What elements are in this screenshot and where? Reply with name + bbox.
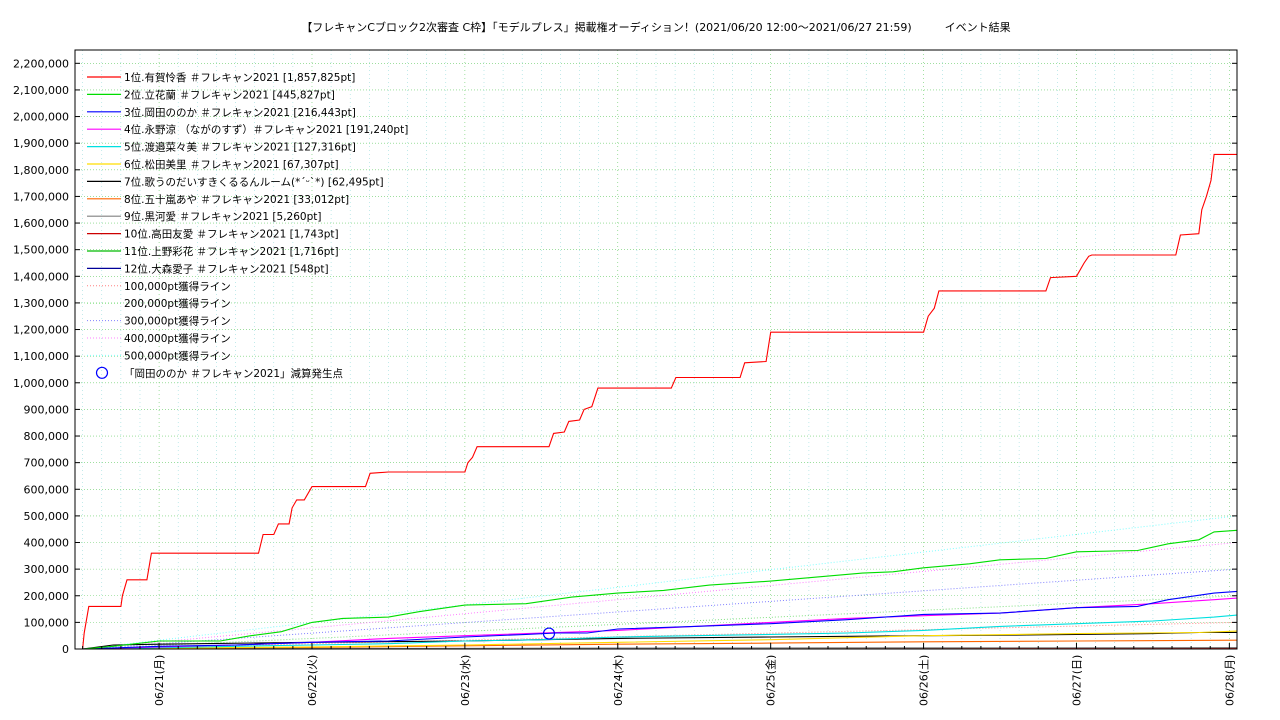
plot-frame [74, 49, 1238, 650]
x-tick-label: 06/23(水) [459, 655, 472, 706]
y-tick-label: 2,000,000 [13, 111, 69, 124]
legend-label: 2位.立花蘭 ＃フレキャン2021 [445,827pt] [124, 88, 335, 101]
y-axis: 0 100,000 200,000 300,000 400,000 500,000 600,… [13, 57, 1237, 656]
legend-label: 11位.上野彩花 ＃フレキャン2021 [1,716pt] [124, 245, 339, 258]
legend-label: 5位.渡邉菜々美 ＃フレキャン2021 [127,316pt] [124, 141, 356, 154]
x-tick-label: 06/27(日) [1070, 655, 1083, 706]
series-line [82, 153, 1237, 650]
legend-label: 1位.有賀怜香 ＃フレキャン2021 [1,857,825pt] [124, 71, 355, 84]
x-axis: 06/21(月) 06/22(火) 06/23(水) 06/24(木) 06/25(金)… [82, 643, 1236, 706]
legend-label: 500,000pt獲得ライン [124, 349, 231, 362]
x-tick-label: 06/24(木) [612, 655, 625, 706]
series-line [82, 614, 1238, 650]
x-tick-label: 06/25(金) [764, 655, 778, 706]
y-tick-label: 1,900,000 [13, 137, 69, 150]
legend-label: 「岡田ののか ＃フレキャン2021」減算発生点 [124, 367, 343, 380]
series-line [82, 529, 1238, 650]
chart-title: 【フレキャンCブロック2次審査 C枠】「モデルプレス」掲載権オーディション！(2… [301, 20, 1010, 34]
legend-label: 6位.松田美里 ＃フレキャン2021 [67,307pt] [124, 158, 339, 171]
legend-label: 9位.黒河愛 ＃フレキャン2021 [5,260pt] [124, 210, 321, 223]
x-tick-label: 06/22(火) [306, 655, 319, 706]
series-line [82, 595, 1238, 650]
y-tick-label: 200,000 [24, 590, 70, 603]
legend-label: 100,000pt獲得ライン [124, 280, 231, 293]
y-tick-label: 700,000 [24, 457, 70, 470]
y-tick-label: 900,000 [24, 403, 70, 416]
y-tick-label: 1,600,000 [13, 217, 69, 230]
series-line [82, 631, 1238, 650]
y-tick-label: 100,000 [24, 616, 70, 629]
legend-label: 12位.大森愛子 ＃フレキャン2021 [548pt] [124, 262, 329, 275]
legend-label: 400,000pt獲得ライン [124, 332, 231, 345]
x-tick-label: 06/21(月) [153, 655, 166, 706]
marker-layer [542, 627, 556, 640]
x-tick-label: 06/28(月) [1223, 655, 1236, 706]
legend-label: 200,000pt獲得ライン [124, 297, 231, 310]
y-tick-label: 800,000 [24, 430, 70, 443]
legend-label: 3位.岡田ののか ＃フレキャン2021 [216,443pt] [124, 106, 356, 119]
y-tick-label: 1,000,000 [13, 377, 69, 390]
y-tick-label: 1,700,000 [13, 190, 69, 203]
y-tick-label: 600,000 [24, 483, 70, 496]
legend: 1位.有賀怜香 ＃フレキャン2021 [1,857,825pt] 2位.立花蘭 ＃… [87, 71, 408, 380]
legend-marker-swatch [95, 366, 109, 379]
y-tick-label: 2,200,000 [13, 57, 69, 70]
y-tick-label: 1,500,000 [13, 244, 69, 257]
y-tick-label: 2,100,000 [13, 84, 69, 97]
series-line [82, 542, 1238, 650]
legend-label: 300,000pt獲得ライン [124, 315, 231, 328]
y-tick-label: 1,300,000 [13, 297, 69, 310]
y-tick-label: 500,000 [24, 510, 70, 523]
legend-label: 7位.歌うのだいすきくるるんルーム(*´ᵕ`*) [62,495pt] [124, 175, 384, 188]
reduction-point-marker [542, 627, 556, 640]
y-tick-label: 300,000 [24, 563, 70, 576]
y-tick-label: 1,400,000 [13, 270, 69, 283]
series-line [82, 515, 1238, 650]
y-tick-label: 1,800,000 [13, 164, 69, 177]
y-tick-label: 1,100,000 [13, 350, 69, 363]
x-tick-label: 06/26(土) [918, 655, 931, 706]
y-tick-label: 0 [62, 643, 69, 656]
series-line [82, 621, 1238, 650]
series-line [82, 590, 1238, 650]
series-line [82, 568, 1238, 650]
grid [75, 50, 1237, 650]
legend-label: 8位.五十嵐あや ＃フレキャン2021 [33,012pt] [124, 193, 349, 206]
legend-label: 10位.高田友愛 ＃フレキャン2021 [1,743pt] [124, 228, 339, 241]
legend-label: 4位.永野涼 （ながのすず）＃フレキャン2021 [191,240pt] [124, 123, 408, 136]
y-tick-label: 1,200,000 [13, 324, 69, 337]
y-tick-label: 400,000 [24, 537, 70, 550]
